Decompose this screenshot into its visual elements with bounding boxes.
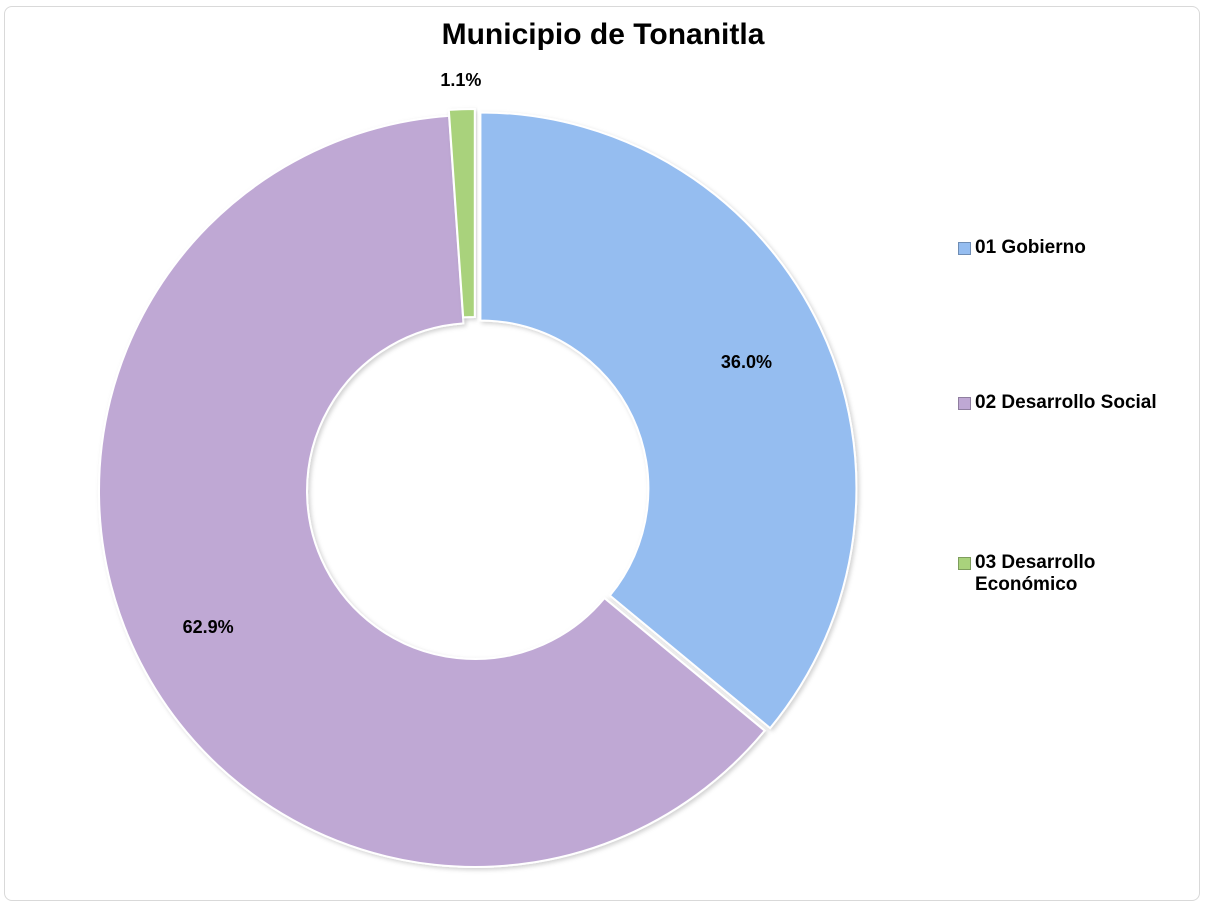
legend-label-desarrollo-economico: 03 Desarrollo Económico — [975, 552, 1096, 595]
slice-desarrollo-economico — [447, 108, 476, 319]
legend-swatch-desarrollo-economico — [958, 557, 971, 570]
data-label-group: 36.0% 62.9% 1.1% — [183, 70, 772, 637]
data-label-gobierno: 36.0% — [721, 352, 772, 372]
legend-label-gobierno: 01 Gobierno — [975, 237, 1086, 258]
legend-item-desarrollo-social: 02 Desarrollo Social — [958, 392, 1157, 414]
chart-title: Municipio de Tonanitla — [441, 18, 765, 51]
legend-label-desarrollo-social: 02 Desarrollo Social — [975, 392, 1157, 413]
legend-swatch-gobierno — [958, 242, 971, 255]
legend-swatch-desarrollo-social — [958, 397, 971, 410]
slice-gobierno — [479, 111, 858, 730]
legend-item-desarrollo-economico: 03 Desarrollo Económico — [958, 552, 1108, 596]
data-label-desarrollo-social: 62.9% — [183, 617, 234, 637]
slice-group — [98, 108, 858, 868]
data-label-desarrollo-economico: 1.1% — [440, 70, 481, 90]
slice-desarrollo-social — [98, 114, 767, 868]
legend-item-gobierno: 01 Gobierno — [958, 237, 1086, 259]
